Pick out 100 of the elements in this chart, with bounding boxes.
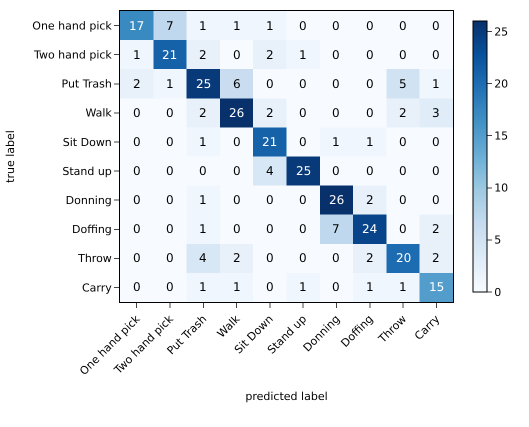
data-label: 0 (332, 251, 340, 265)
data-label: 20 (396, 251, 412, 265)
data-label: 0 (266, 77, 274, 91)
data-label: 0 (366, 77, 374, 91)
data-label: 0 (233, 135, 241, 149)
data-label: 0 (332, 280, 340, 294)
data-label: 1 (399, 280, 407, 294)
y-tick-label: Stand up (62, 164, 112, 178)
data-label: 0 (366, 164, 374, 178)
data-label: 1 (299, 48, 307, 62)
data-label: 0 (133, 164, 141, 178)
data-label: 0 (299, 251, 307, 265)
data-label: 2 (399, 106, 407, 120)
data-label: 0 (332, 106, 340, 120)
data-label: 0 (399, 135, 407, 149)
data-label: 3 (432, 106, 440, 120)
data-label: 0 (366, 48, 374, 62)
data-label: 0 (432, 193, 440, 207)
y-tick-label: Doffing (72, 223, 112, 236)
data-label: 1 (199, 280, 207, 294)
data-label: 2 (432, 251, 440, 265)
data-label: 2 (266, 106, 274, 120)
data-label: 0 (133, 280, 141, 294)
data-label: 0 (166, 106, 174, 120)
color-bar-label: 25 (494, 25, 508, 38)
data-label: 1 (266, 19, 274, 33)
data-label: 26 (329, 193, 344, 207)
data-label: 0 (133, 222, 141, 236)
data-label: 1 (432, 77, 440, 91)
data-label: 0 (399, 19, 407, 33)
color-bar-label: 15 (494, 130, 508, 142)
data-label: 26 (229, 106, 244, 120)
data-label: 2 (199, 48, 207, 62)
data-label: 1 (366, 280, 374, 294)
data-label: 0 (299, 193, 307, 207)
data-label: 0 (432, 48, 440, 62)
data-label: 0 (399, 193, 407, 207)
data-label: 1 (199, 19, 207, 33)
data-label: 1 (332, 135, 340, 149)
data-label: 24 (362, 222, 378, 236)
data-label: 2 (366, 251, 374, 265)
y-axis-title: true label (4, 130, 17, 183)
data-label: 0 (399, 164, 407, 178)
x-axis-title: predicted label (245, 390, 328, 404)
data-label: 0 (233, 164, 241, 178)
data-label: 7 (166, 19, 174, 33)
data-label: 0 (166, 280, 174, 294)
data-label: 0 (166, 135, 174, 149)
data-label: 0 (266, 222, 274, 236)
data-label: 0 (299, 77, 307, 91)
y-tick-label: Carry (82, 281, 112, 294)
data-label: 2 (133, 77, 141, 91)
data-label: 1 (366, 135, 374, 149)
data-label: 0 (266, 193, 274, 207)
data-label: 7 (332, 222, 340, 236)
data-label: 0 (166, 251, 174, 265)
data-label: 0 (133, 251, 141, 265)
data-label: 2 (266, 48, 274, 62)
data-label: 0 (299, 106, 307, 120)
data-label: 0 (166, 222, 174, 236)
data-label: 0 (399, 48, 407, 62)
data-label: 21 (262, 135, 278, 149)
data-label: 0 (332, 77, 340, 91)
data-label: 0 (432, 135, 440, 149)
data-label: 21 (162, 48, 178, 62)
data-label: 0 (199, 164, 207, 178)
data-label: 2 (432, 222, 440, 236)
data-label: 1 (166, 77, 174, 91)
data-label: 17 (129, 19, 144, 33)
color-bar-label: 10 (494, 182, 508, 195)
data-label: 0 (166, 164, 174, 178)
data-label: 0 (432, 19, 440, 33)
data-label: 0 (366, 106, 374, 120)
data-label: 1 (299, 280, 307, 294)
data-label: 1 (133, 48, 141, 62)
data-label: 1 (199, 222, 207, 236)
data-label: 1 (233, 280, 241, 294)
data-label: 4 (199, 251, 207, 265)
data-label: 0 (299, 19, 307, 33)
data-label: 0 (133, 106, 141, 120)
y-tick-label: Sit Down (62, 136, 112, 149)
data-label: 0 (332, 164, 340, 178)
y-tick-label: Put Trash (62, 78, 112, 91)
y-tick-label: Walk (85, 106, 112, 120)
data-label: 5 (399, 77, 407, 91)
data-label: 0 (166, 193, 174, 207)
data-label: 2 (233, 251, 241, 265)
data-label: 2 (366, 193, 374, 207)
data-label: 0 (233, 222, 241, 236)
data-label: 0 (299, 222, 307, 236)
data-label: 0 (332, 19, 340, 33)
data-label: 0 (266, 280, 274, 294)
data-label: 0 (366, 19, 374, 33)
data-label: 4 (266, 164, 274, 178)
data-label: 0 (233, 48, 241, 62)
data-label: 0 (266, 251, 274, 265)
data-label: 25 (196, 77, 212, 91)
data-label: 0 (432, 164, 440, 178)
data-label: 0 (233, 193, 241, 207)
y-tick-label: Donning (66, 194, 112, 207)
